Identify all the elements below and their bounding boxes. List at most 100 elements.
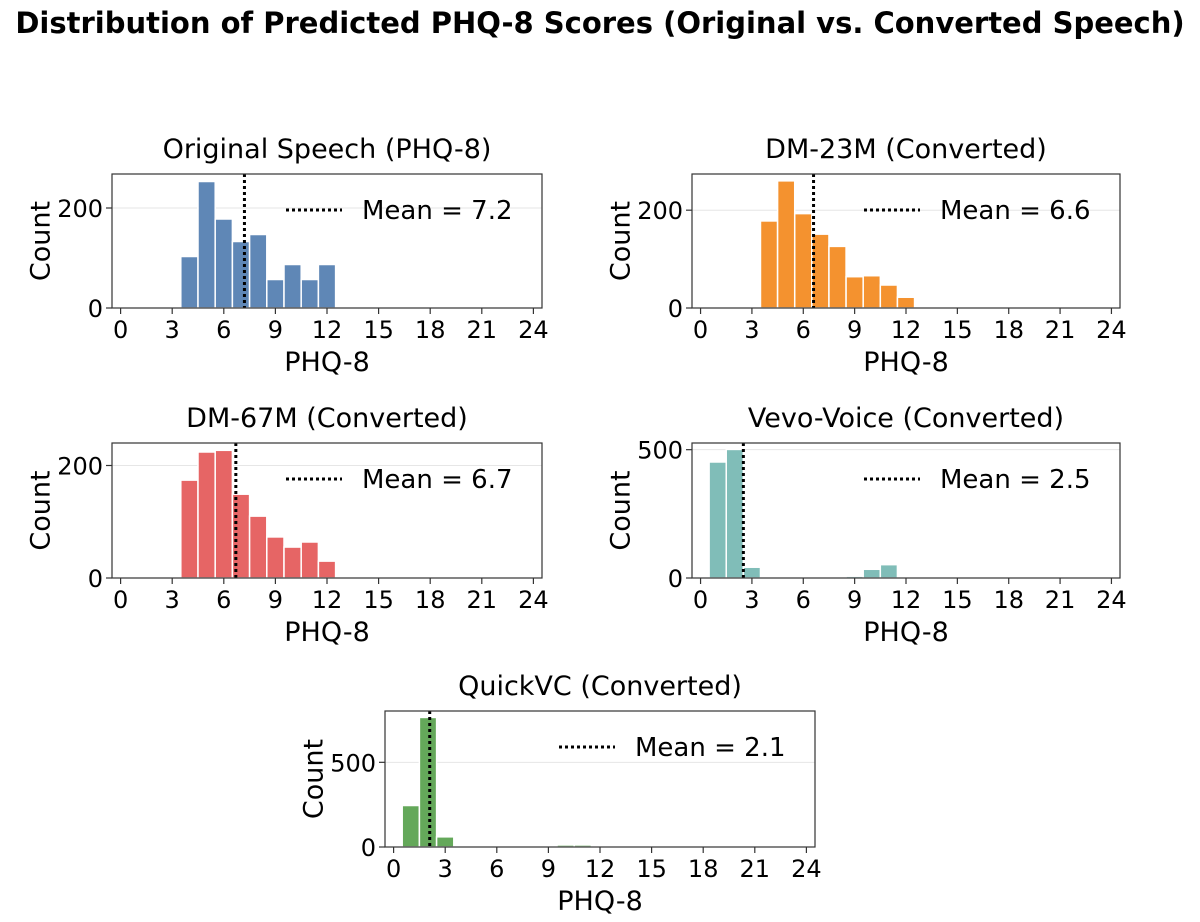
histogram-bar xyxy=(759,220,779,309)
histogram-bar xyxy=(879,284,899,309)
x-tick-label: 3 xyxy=(438,855,453,883)
x-tick-label: 12 xyxy=(585,855,616,883)
x-tick-label: 12 xyxy=(891,316,922,344)
x-tick-label: 9 xyxy=(268,586,283,614)
histogram-bar xyxy=(266,278,285,309)
axes-frame xyxy=(691,442,1121,579)
x-tick-label: 18 xyxy=(993,586,1024,614)
y-tick-label: 0 xyxy=(668,295,683,323)
histogram-bar xyxy=(180,255,199,309)
histogram-bar xyxy=(435,836,455,848)
x-tick-label: 21 xyxy=(467,586,498,614)
x-tick-label: 3 xyxy=(165,316,180,344)
axes-frame xyxy=(691,173,1121,309)
x-tick-label: 18 xyxy=(415,316,446,344)
x-tick-label: 24 xyxy=(518,316,549,344)
y-tick-label: 200 xyxy=(57,195,103,223)
x-tick-label: 18 xyxy=(415,586,446,614)
histogram-bar xyxy=(300,278,320,309)
x-tick-label: 6 xyxy=(216,586,231,614)
histogram-bar xyxy=(793,212,813,309)
x-tick-label: 9 xyxy=(847,316,862,344)
x-tick-label: 15 xyxy=(363,586,394,614)
x-tick-label: 9 xyxy=(268,316,283,344)
histogram-bar xyxy=(214,218,234,309)
y-tick-label: 500 xyxy=(637,437,683,465)
histogram-bar xyxy=(845,275,864,309)
histogram-bar xyxy=(248,515,268,579)
y-tick-label: 0 xyxy=(88,295,103,323)
histogram-bar xyxy=(828,245,847,309)
x-tick-label: 6 xyxy=(796,316,811,344)
x-axis-label: PHQ-8 xyxy=(863,347,949,378)
x-tick-label: 0 xyxy=(693,586,708,614)
histogram-bar xyxy=(317,263,337,309)
y-tick-label: 200 xyxy=(637,197,683,225)
y-axis-label: Count xyxy=(298,739,329,819)
subplot-title: Vevo-Voice (Converted) xyxy=(748,403,1064,434)
x-tick-label: 15 xyxy=(942,586,973,614)
histogram-bar xyxy=(776,180,796,309)
x-tick-label: 12 xyxy=(312,586,343,614)
x-tick-label: 3 xyxy=(744,316,759,344)
x-tick-label: 12 xyxy=(891,586,922,614)
histogram-bar xyxy=(283,263,302,309)
legend-label: Mean = 6.7 xyxy=(362,465,513,495)
x-tick-label: 24 xyxy=(791,855,822,883)
x-tick-label: 21 xyxy=(1045,316,1076,344)
legend-label: Mean = 6.6 xyxy=(940,196,1091,226)
x-tick-label: 15 xyxy=(636,855,667,883)
legend-label: Mean = 2.1 xyxy=(635,733,786,763)
x-tick-label: 3 xyxy=(165,586,180,614)
x-tick-label: 0 xyxy=(113,316,128,344)
histogram-bar xyxy=(266,536,285,579)
legend-label: Mean = 7.2 xyxy=(362,196,513,226)
subplot-3: 0 3 6 9 12 15 18 21 24 0 200 DM-67M (Converted) PHQ-… xyxy=(25,403,548,648)
histogram-bar xyxy=(879,563,899,579)
x-tick-label: 12 xyxy=(312,316,343,344)
figure-title: Distribution of Predicted PHQ-8 Scores (… xyxy=(15,6,1184,40)
subplot-title: Original Speech (PHQ-8) xyxy=(163,134,492,165)
histogram-bar xyxy=(248,233,268,309)
subplot-title: DM-67M (Converted) xyxy=(186,403,468,434)
histogram-bar xyxy=(197,451,216,579)
subplot-title: DM-23M (Converted) xyxy=(765,134,1047,165)
histogram-bar xyxy=(401,804,421,848)
x-tick-label: 6 xyxy=(216,316,231,344)
x-tick-label: 15 xyxy=(363,316,394,344)
axes-frame xyxy=(111,442,543,579)
x-tick-label: 0 xyxy=(386,855,401,883)
subplot-2: 0 3 6 9 12 15 18 21 24 0 200 DM-23M (Converted) PHQ-… xyxy=(605,134,1126,378)
x-tick-label: 24 xyxy=(1096,316,1127,344)
histogram-bar xyxy=(317,560,337,579)
x-axis-label: PHQ-8 xyxy=(557,886,643,917)
x-axis-label: PHQ-8 xyxy=(284,617,370,648)
histogram-bar xyxy=(862,568,882,579)
y-tick-label: 0 xyxy=(668,565,683,593)
histogram-bar xyxy=(896,296,916,309)
histogram-bar xyxy=(214,449,234,579)
histogram-bar xyxy=(862,274,882,309)
y-tick-label: 0 xyxy=(88,565,103,593)
x-tick-label: 0 xyxy=(113,586,128,614)
x-tick-label: 3 xyxy=(744,586,759,614)
x-axis-label: PHQ-8 xyxy=(284,347,370,378)
x-tick-label: 18 xyxy=(993,316,1024,344)
subplot-4: 0 3 6 9 12 15 18 21 24 0 500 Vevo-Voice (Converted)… xyxy=(605,403,1126,648)
subplot-title: QuickVC (Converted) xyxy=(458,671,742,702)
x-tick-label: 24 xyxy=(1096,586,1127,614)
x-tick-label: 21 xyxy=(740,855,771,883)
y-axis-label: Count xyxy=(605,470,636,550)
histogram-bar xyxy=(300,541,320,579)
x-tick-label: 18 xyxy=(688,855,719,883)
histogram-bar xyxy=(725,448,745,579)
y-axis-label: Count xyxy=(25,201,56,281)
histogram-bar xyxy=(418,716,438,848)
y-tick-label: 500 xyxy=(330,749,376,777)
y-tick-label: 200 xyxy=(57,453,103,481)
y-axis-label: Count xyxy=(25,470,56,550)
x-tick-label: 6 xyxy=(489,855,504,883)
x-tick-label: 9 xyxy=(847,586,862,614)
histogram-bar xyxy=(283,546,302,579)
